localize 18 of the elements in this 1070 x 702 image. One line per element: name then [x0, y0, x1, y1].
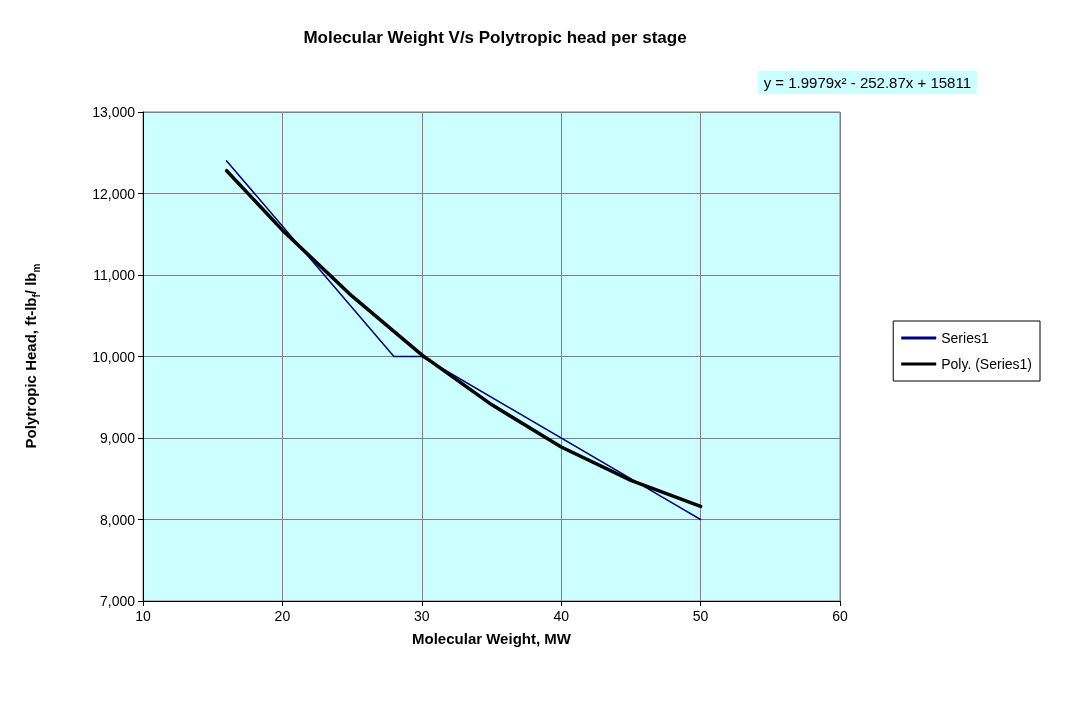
- x-tick-label: 20: [274, 608, 291, 624]
- y-tick-label: 13,000: [92, 104, 136, 120]
- y-tick-label: 12,000: [92, 185, 136, 202]
- legend-label: Poly. (Series1): [941, 356, 1033, 372]
- x-tick-label: 40: [553, 608, 570, 624]
- legend-label: Series1: [941, 330, 989, 346]
- x-tick-label: 60: [832, 608, 848, 624]
- y-tick-label: 7,000: [99, 593, 136, 609]
- text: y = 1.9979x² - 252.87x + 15811: [763, 74, 971, 91]
- y-tick-label: 9,000: [99, 430, 136, 446]
- y-tick-label: 11,000: [93, 267, 136, 283]
- chart-title: Molecular Weight V/s Polytropic head per stage: [303, 28, 687, 47]
- x-tick-label: 30: [414, 608, 430, 624]
- x-tick-label: 50: [692, 608, 709, 624]
- x-tick-label: 10: [135, 608, 151, 624]
- x-axis-title: Molecular Weight, MW: [412, 630, 572, 647]
- y-tick-label: 8,000: [99, 511, 136, 528]
- y-tick-label: 10,000: [92, 348, 136, 365]
